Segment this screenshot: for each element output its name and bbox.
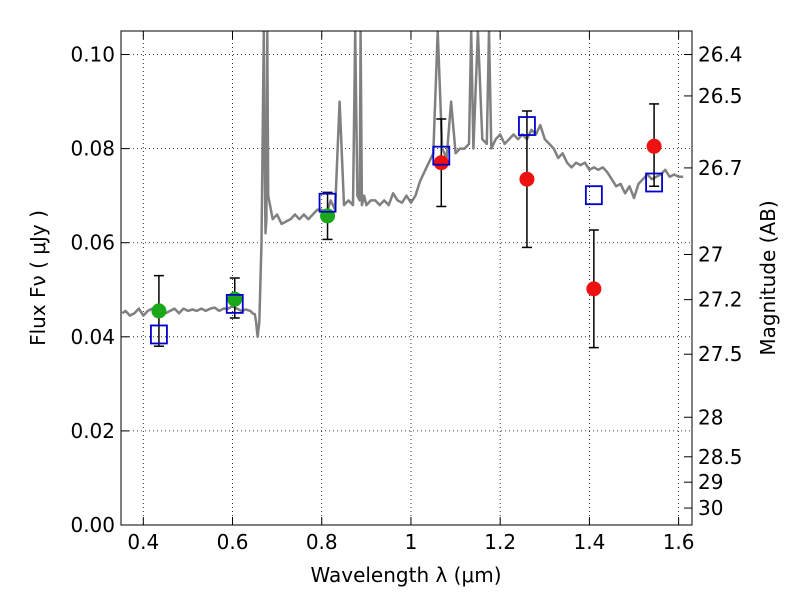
- mag-tick-label: 28.5: [698, 445, 743, 469]
- mag-tick-label: 29: [698, 470, 723, 494]
- optical-data-point: [151, 303, 167, 319]
- model-square-marker: [150, 324, 168, 345]
- x-tick-label: 1.4: [573, 530, 605, 554]
- x-tick-label: 1.2: [484, 530, 516, 554]
- ir-data-point: [646, 138, 662, 154]
- mag-tick-label: 26.4: [698, 43, 743, 67]
- plot-frame: [120, 30, 693, 526]
- model-square-marker: [518, 116, 536, 136]
- mag-tick-label: 26.7: [698, 156, 743, 180]
- x-tick-label: 1.6: [663, 530, 695, 554]
- x-tick-label: 0.4: [127, 530, 159, 554]
- y-tick-label: 0.00: [70, 513, 115, 537]
- mag-tick-label: 27.5: [698, 342, 743, 366]
- x-tick-label: 0.8: [306, 530, 338, 554]
- model-square-marker: [432, 145, 451, 166]
- x-tick-label: 0.6: [217, 530, 249, 554]
- ir-data-point: [519, 171, 535, 187]
- optical-data-point: [320, 208, 336, 224]
- mag-tick-label: 27.2: [698, 288, 743, 312]
- y-tick-label: 0.08: [70, 137, 115, 161]
- mag-tick-label: 30: [698, 496, 723, 520]
- y-axis-title: Flux Fν ( μJy ): [26, 210, 50, 346]
- y-tick-label: 0.04: [70, 325, 115, 349]
- mag-tick-label: 26.5: [698, 84, 743, 108]
- x-axis-title: Wavelength λ (μm): [310, 563, 501, 587]
- model-square-marker: [645, 172, 663, 193]
- model-square-marker: [584, 185, 603, 206]
- mag-tick-label: 28: [698, 405, 723, 429]
- optical-data-point: [227, 291, 243, 307]
- model-square-marker: [225, 293, 244, 314]
- mag-tick-label: 27: [698, 242, 723, 266]
- model-square-marker: [318, 192, 337, 213]
- x-tick-label: 1: [405, 530, 418, 554]
- grid: [121, 31, 692, 526]
- ir-data-point: [586, 281, 602, 297]
- axis-ticks: [121, 31, 692, 526]
- y2-axis-title: Magnitude (AB): [756, 200, 780, 355]
- y-tick-label: 0.02: [70, 419, 115, 443]
- y-tick-label: 0.10: [70, 43, 115, 67]
- tick-labels: 0.4 0.6 0.8 1 1.2 1.4 1.6 0.00 0.02 0.04 0.06 0.08 0…: [70, 43, 742, 554]
- plot-area: [121, 31, 684, 349]
- y-tick-label: 0.06: [70, 231, 115, 255]
- ir-data-point: [433, 155, 449, 171]
